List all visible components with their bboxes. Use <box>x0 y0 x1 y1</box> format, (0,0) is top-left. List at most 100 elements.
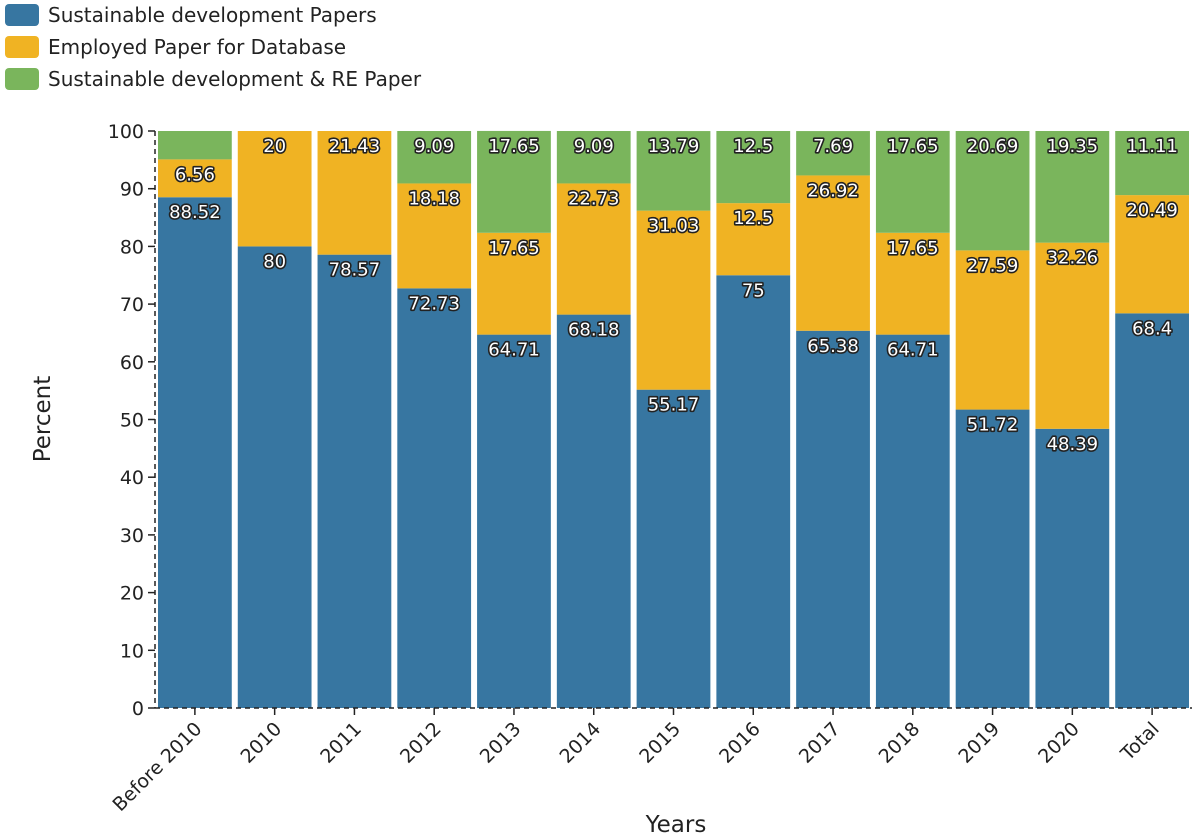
bar-label-2-8: 7.69 <box>813 136 853 157</box>
y-tick-label-40: 40 <box>120 467 144 489</box>
y-axis-title: Percent <box>30 376 56 463</box>
x-tick-label-11: 2020 <box>1034 718 1084 768</box>
bar-2-10 <box>955 131 1030 251</box>
bar-1-10 <box>955 250 1030 410</box>
bar-2-8 <box>796 131 870 176</box>
bar-0-11 <box>1035 428 1110 708</box>
bar-label-1-2: 21.43 <box>329 136 381 157</box>
bar-label-1-5: 22.73 <box>568 188 620 209</box>
bar-2-7 <box>716 131 791 204</box>
x-axis: Before 2010 2010 2011 2012 2013 2014 2015 2016 2… <box>108 707 1192 816</box>
bar-label-1-3: 18.18 <box>408 188 460 209</box>
bar-label-2-9: 17.65 <box>887 136 939 157</box>
bar-2-0 <box>158 131 232 160</box>
bar-label-2-3: 9.09 <box>414 136 454 157</box>
y-tick-label-50: 50 <box>120 410 144 432</box>
bar-0-9 <box>875 334 950 708</box>
x-tick-label-5: 2014 <box>556 718 606 768</box>
bar-0-12 <box>1115 313 1189 708</box>
bar-label-1-10: 27.59 <box>967 255 1019 276</box>
bar-0-4 <box>477 334 551 708</box>
bar-0-8 <box>796 330 870 708</box>
y-tick-label-20: 20 <box>120 583 144 605</box>
bars <box>158 130 1189 708</box>
bar-label-1-7: 12.5 <box>733 208 773 229</box>
bar-1-0 <box>158 159 232 198</box>
bar-label-0-2: 78.57 <box>329 260 381 281</box>
x-tick-label-7: 2016 <box>715 718 765 768</box>
x-tick-label-9: 2018 <box>875 718 925 768</box>
bar-2-6 <box>636 131 711 211</box>
bar-1-4 <box>477 232 551 335</box>
bar-label-0-6: 55.17 <box>648 395 700 416</box>
bar-label-0-4: 64.71 <box>488 340 540 361</box>
bar-1-9 <box>875 232 950 335</box>
y-tick-label-10: 10 <box>120 640 144 662</box>
y-tick-label-90: 90 <box>120 179 144 201</box>
bar-label-0-7: 75 <box>742 280 765 301</box>
bar-labels: 88.52 6.56 80 20 78.57 21.43 72.73 18.18 9.09 64.… <box>168 134 1180 456</box>
y-tick-label-0: 0 <box>132 698 144 720</box>
x-tick-label-3: 2012 <box>396 718 446 768</box>
x-tick-label-4: 2013 <box>476 718 526 768</box>
bar-label-2-11: 19.35 <box>1047 136 1099 157</box>
bar-2-12 <box>1115 131 1189 196</box>
bar-1-3 <box>397 183 472 289</box>
legend-label-2: Sustainable development & RE Paper <box>48 67 422 91</box>
y-tick-label-100: 100 <box>108 121 144 143</box>
y-tick-label-30: 30 <box>120 525 144 547</box>
bar-0-0 <box>158 197 232 708</box>
x-tick-label-0: Before 2010 <box>108 718 206 816</box>
bar-label-1-4: 17.65 <box>488 238 540 259</box>
bar-1-11 <box>1035 242 1110 429</box>
x-tick-label-8: 2017 <box>795 718 845 768</box>
bar-label-0-10: 51.72 <box>967 415 1019 436</box>
bar-label-2-4: 17.65 <box>488 136 540 157</box>
y-tick-label-60: 60 <box>120 352 144 374</box>
bar-2-3 <box>397 131 472 184</box>
bar-1-8 <box>796 175 870 331</box>
bar-label-0-0: 88.52 <box>169 202 221 223</box>
bar-1-2 <box>317 131 392 255</box>
y-axis: 0 10 20 30 40 50 60 70 80 90 100 <box>108 121 156 720</box>
x-tick-label-12: Total <box>1116 718 1164 766</box>
bar-1-1 <box>237 131 312 247</box>
x-tick-label-1: 2010 <box>236 718 286 768</box>
bar-label-1-1: 20 <box>263 136 286 157</box>
bar-1-12 <box>1115 195 1189 314</box>
bar-2-5 <box>556 131 631 184</box>
bar-1-6 <box>636 210 711 390</box>
legend-label-1: Employed Paper for Database <box>48 35 346 59</box>
bar-label-0-3: 72.73 <box>408 293 460 314</box>
bar-label-0-8: 65.38 <box>807 336 859 357</box>
bar-label-1-9: 17.65 <box>887 238 939 259</box>
bar-label-2-10: 20.69 <box>967 136 1019 157</box>
bar-label-0-11: 48.39 <box>1047 434 1099 455</box>
bar-label-0-12: 68.4 <box>1132 318 1172 339</box>
bar-1-7 <box>716 203 791 276</box>
bar-0-7 <box>716 275 791 708</box>
bar-0-5 <box>556 314 631 708</box>
legend-label-0: Sustainable development Papers <box>48 3 377 27</box>
y-tick-label-70: 70 <box>120 294 144 316</box>
bar-label-0-9: 64.71 <box>887 340 939 361</box>
bar-label-0-5: 68.18 <box>568 320 620 341</box>
x-tick-label-6: 2015 <box>635 718 685 768</box>
legend: Sustainable development Papers Employed P… <box>5 3 422 91</box>
bar-label-2-6: 13.79 <box>648 136 700 157</box>
bar-0-6 <box>636 389 711 708</box>
bar-0-3 <box>397 288 472 708</box>
bar-0-10 <box>955 409 1030 708</box>
bar-label-2-12: 11.11 <box>1126 136 1178 157</box>
bar-2-11 <box>1035 131 1110 243</box>
bar-2-9 <box>875 130 950 233</box>
y-tick-label-80: 80 <box>120 236 144 258</box>
bar-0-2 <box>317 254 392 708</box>
bar-label-2-7: 12.5 <box>733 136 773 157</box>
x-tick-label-2: 2011 <box>316 718 366 768</box>
bar-label-1-8: 26.92 <box>807 180 859 201</box>
x-tick-label-10: 2019 <box>954 718 1004 768</box>
bar-label-1-12: 20.49 <box>1126 200 1178 221</box>
bar-label-0-1: 80 <box>263 251 286 272</box>
